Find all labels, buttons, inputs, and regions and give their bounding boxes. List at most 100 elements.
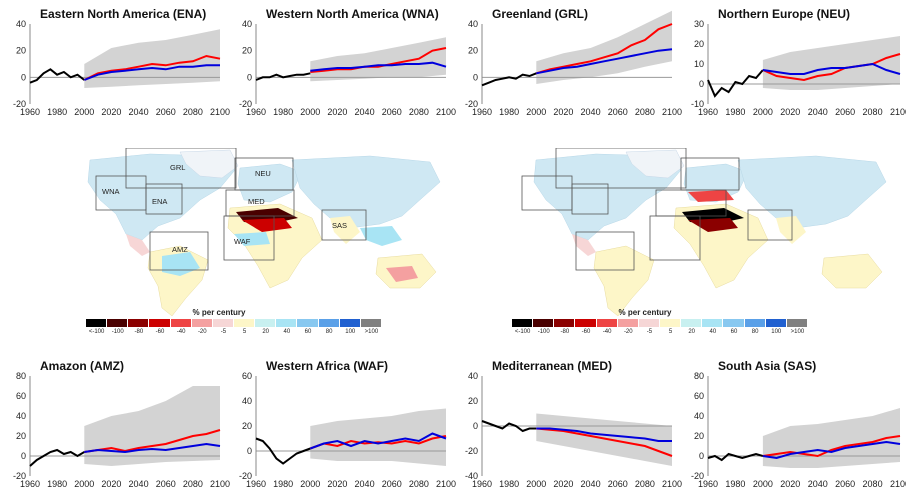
legend-label: -80: [560, 329, 570, 335]
x-tick-label: 2020: [553, 107, 573, 117]
series-line-blue: [762, 440, 901, 460]
legend-label: -100: [537, 329, 550, 335]
x-tick-label: 2060: [608, 107, 628, 117]
x-tick-label: 1980: [47, 479, 67, 489]
land-australia-tint: [386, 266, 418, 282]
legend-left: % per century <-100 -100 -80 -60 -40 -20 -5 5 20…: [86, 308, 382, 335]
x-tick-label: 2020: [101, 479, 121, 489]
legend-swatch: [596, 319, 618, 327]
legend-swatches-left: [86, 319, 382, 327]
y-tick-label: 60: [242, 371, 252, 381]
legend-label: 100: [771, 329, 782, 335]
x-tick-label: 1960: [246, 479, 266, 489]
legend-swatch: [533, 319, 555, 327]
legend-swatch: [512, 319, 534, 327]
y-tick-label: 0: [247, 72, 252, 82]
y-tick-label: 40: [16, 19, 26, 29]
x-tick-label: 1960: [698, 479, 718, 489]
x-tick-label: 1980: [47, 107, 67, 117]
legend-label: 40: [709, 329, 717, 335]
region-label-ena: ENA: [152, 197, 167, 206]
x-tick-label: 2100: [436, 107, 456, 117]
y-tick-label: 40: [694, 411, 704, 421]
y-tick-label: 20: [468, 396, 478, 406]
y-tick-label: -20: [239, 99, 252, 109]
land-sahara-red-r: [688, 218, 738, 232]
series-line-red: [536, 23, 673, 75]
x-tick-label: 2000: [300, 107, 320, 117]
legend-swatch: [233, 319, 256, 327]
legend-labels-right: <-100 -100 -80 -60 -40 -20 -5 5 20 40 60 80 100 >100: [512, 329, 808, 335]
y-tick-label: 80: [694, 371, 704, 381]
x-tick-label: 2080: [635, 479, 655, 489]
uncertainty-band: [310, 408, 446, 466]
y-tick-label: 0: [473, 72, 478, 82]
legend-label: -5: [220, 329, 227, 335]
y-tick-label: 0: [699, 451, 704, 461]
series-line-blue: [536, 48, 673, 75]
y-tick-label: 20: [242, 46, 252, 56]
precip-change-map-right: [476, 147, 896, 318]
x-tick-label: 1980: [273, 107, 293, 117]
x-tick-label: 1980: [725, 107, 745, 117]
chart-title: Eastern North America (ENA): [40, 7, 206, 21]
legend-swatch: [638, 319, 660, 327]
legend-label: 5: [668, 329, 673, 335]
legend-swatch: [723, 319, 745, 327]
y-tick-label: 40: [242, 19, 252, 29]
x-tick-label: 2040: [581, 479, 601, 489]
y-tick-label: 20: [16, 431, 26, 441]
y-tick-label: 0: [699, 79, 704, 89]
land-se-asia: [360, 226, 402, 246]
uncertainty-band: [84, 29, 220, 88]
x-tick-label: 2060: [382, 479, 402, 489]
legend-swatch: [128, 319, 150, 327]
legend-label: -40: [602, 329, 612, 335]
precip-change-map-left: GRL NEU WNA ENA MED AMZ WAF SAS: [30, 147, 450, 318]
chart-title: Northern Europe (NEU): [718, 7, 850, 21]
x-tick-label: 2000: [753, 479, 773, 489]
land-greenland-r: [625, 149, 685, 179]
chart-title: Western Africa (WAF): [266, 359, 388, 373]
series-line-black: [255, 72, 311, 81]
y-tick-label: -20: [13, 471, 26, 481]
y-tick-label: 80: [16, 371, 26, 381]
series-line-red: [309, 435, 447, 450]
x-tick-label: 2060: [835, 479, 855, 489]
legend-swatch: [191, 319, 213, 327]
x-tick-label: 2080: [863, 479, 883, 489]
legend-swatch: [318, 319, 340, 327]
x-tick-label: 2080: [409, 107, 429, 117]
series-line-red: [536, 427, 673, 457]
x-tick-label: 2080: [409, 479, 429, 489]
legend-labels-left: <-100 -100 -80 -60 -40 -20 -5 5 20 40 60 80 100 >100: [86, 329, 382, 335]
chart-title: Western North America (WNA): [266, 7, 439, 21]
legend-swatch: [765, 319, 787, 327]
series-line-black: [29, 448, 85, 467]
legend-swatch: [681, 319, 703, 327]
y-tick-label: 60: [694, 391, 704, 401]
y-tick-label: 40: [242, 396, 252, 406]
series-line-black: [255, 437, 311, 465]
series-line-black: [481, 72, 537, 87]
x-tick-label: 2000: [526, 107, 546, 117]
legend-swatch: [276, 319, 298, 327]
y-tick-label: -10: [691, 99, 704, 109]
legend-label: -100: [111, 329, 124, 335]
x-tick-label: 2000: [300, 479, 320, 489]
x-tick-label: 2080: [183, 107, 203, 117]
x-tick-label: 1960: [20, 107, 40, 117]
x-tick-label: 2020: [327, 479, 347, 489]
x-tick-label: 2000: [74, 107, 94, 117]
legend-swatch: [297, 319, 319, 327]
y-tick-label: 20: [16, 46, 26, 56]
legend-label: -20: [623, 329, 633, 335]
x-tick-label: 1980: [499, 479, 519, 489]
x-tick-label: 1960: [472, 107, 492, 117]
land-asia-r: [737, 155, 887, 229]
uncertainty-band: [536, 10, 672, 85]
legend-swatch: [554, 319, 576, 327]
